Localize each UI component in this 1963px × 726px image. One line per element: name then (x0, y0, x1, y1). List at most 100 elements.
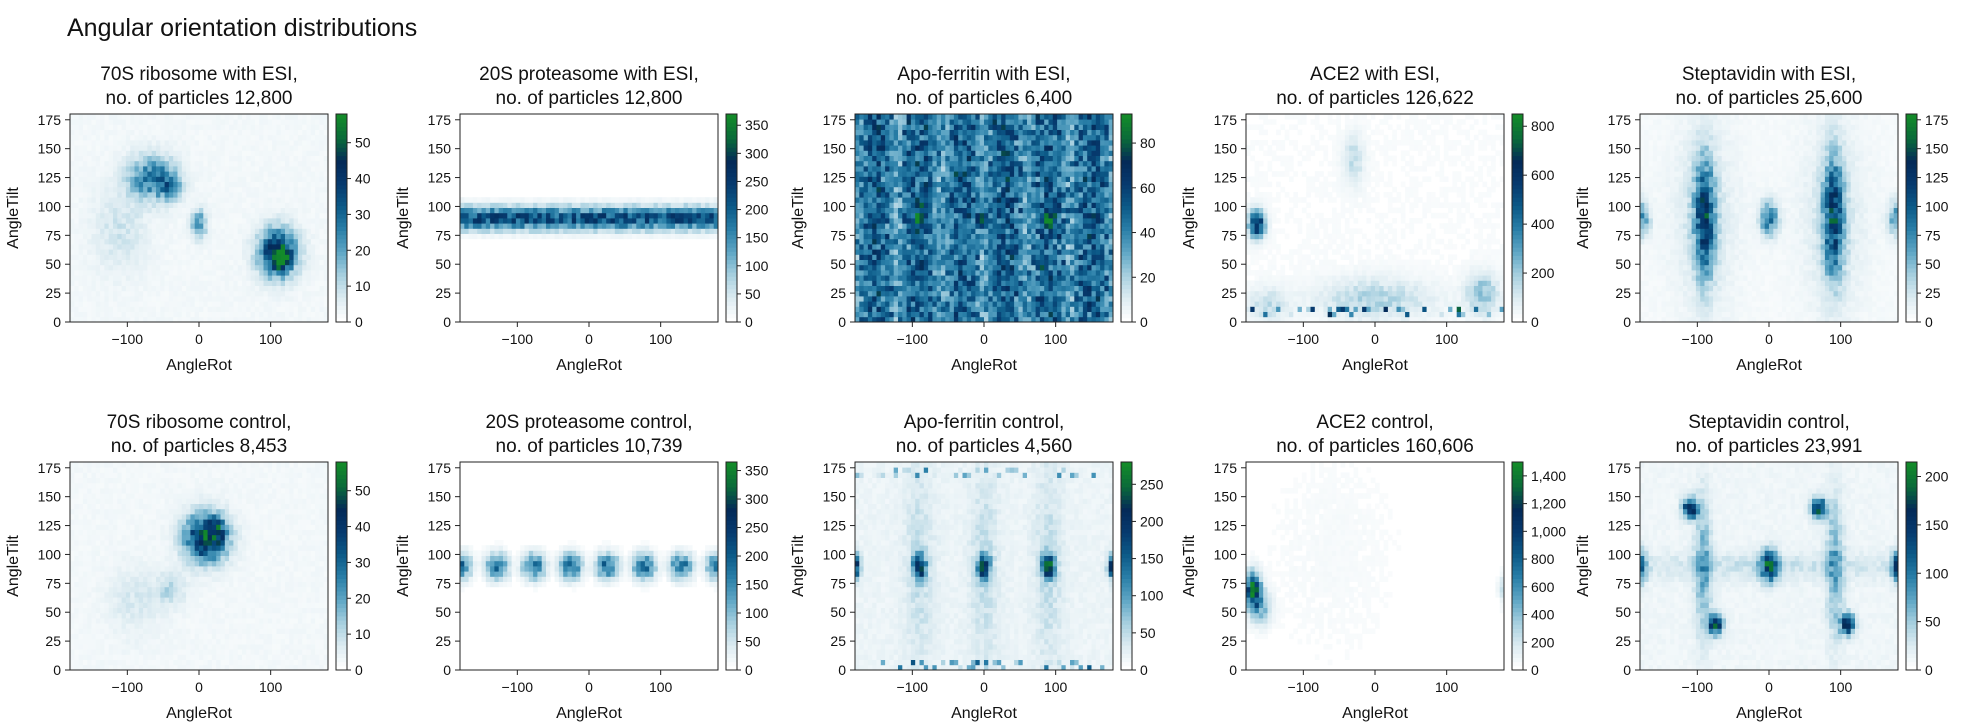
heatmap-cell (636, 223, 641, 229)
heatmap-cell (984, 311, 989, 318)
heatmap-cell (211, 296, 217, 302)
heatmap-cell (1022, 160, 1028, 167)
heatmap-cell (237, 254, 243, 260)
heatmap-cell (246, 212, 251, 219)
heatmap-cell (186, 155, 191, 162)
heatmap-cell (945, 275, 950, 281)
heatmap-cell (889, 114, 895, 120)
heatmap-cell (1018, 311, 1024, 318)
heatmap-cell (100, 285, 105, 292)
heatmap-cell (966, 233, 972, 240)
heatmap-cell (1057, 316, 1062, 323)
heatmap-cell (923, 192, 929, 198)
heatmap-cell (975, 166, 981, 172)
heatmap-cell (113, 306, 118, 312)
heatmap-cell (190, 244, 196, 250)
heatmap-cell (259, 207, 264, 214)
heatmap-cell (310, 166, 316, 172)
heatmap-cell (567, 223, 573, 229)
heatmap-cell (233, 124, 239, 130)
heatmap-cell (979, 233, 985, 240)
heatmap-cell (263, 285, 269, 292)
heatmap-cell (259, 259, 264, 266)
heatmap-cell (87, 228, 92, 234)
heatmap-cell (863, 166, 869, 172)
heatmap-cell (923, 285, 929, 292)
heatmap-cell (78, 218, 84, 224)
heatmap-cell (233, 296, 239, 302)
heatmap-cell (272, 280, 277, 286)
heatmap-cell (315, 264, 320, 271)
heatmap-cell (1027, 233, 1032, 240)
heatmap-cell (1022, 218, 1028, 224)
heatmap-cell (138, 192, 144, 198)
heatmap-cell (285, 223, 290, 229)
heatmap-cell (78, 280, 84, 286)
heatmap-cell (310, 316, 316, 323)
heatmap-cell (1014, 290, 1019, 297)
heatmap-cell (216, 197, 221, 203)
heatmap-cell (138, 275, 144, 281)
heatmap-cell (95, 311, 101, 318)
heatmap-cell (1052, 140, 1058, 146)
heatmap-cell (151, 140, 157, 146)
heatmap-cell (1044, 176, 1049, 182)
heatmap-cell (477, 212, 482, 219)
heatmap-cell (1009, 140, 1015, 146)
heatmap-cell (173, 171, 178, 177)
heatmap-cell (468, 233, 474, 240)
heatmap-cell (121, 155, 127, 162)
heatmap-cell (941, 212, 946, 219)
heatmap-cell (640, 212, 646, 219)
heatmap-cell (893, 275, 899, 281)
heatmap-cell (975, 155, 981, 162)
heatmap-cell (966, 181, 972, 188)
heatmap-cell (156, 233, 161, 240)
heatmap-cell (306, 296, 312, 302)
heatmap-cell (319, 244, 325, 250)
heatmap-cell (250, 249, 256, 255)
heatmap-cell (164, 254, 170, 260)
heatmap-cell (91, 290, 97, 297)
heatmap-cell (323, 270, 329, 276)
heatmap-cell (237, 140, 243, 146)
heatmap-cell (259, 275, 264, 281)
heatmap-cell (168, 244, 174, 250)
heatmap-cell (233, 140, 239, 146)
heatmap-cell (679, 202, 684, 208)
heatmap-cell (194, 114, 200, 120)
heatmap-cell (992, 155, 998, 162)
heatmap-cell (242, 218, 247, 224)
heatmap-cell (979, 207, 985, 214)
colorbar-segment (726, 184, 737, 190)
heatmap-cell (1035, 311, 1041, 318)
heatmap-cell (1052, 160, 1058, 167)
heatmap-cell (194, 233, 200, 240)
heatmap-cell (1048, 155, 1054, 162)
heatmap-cell (87, 254, 92, 260)
heatmap-cell (653, 207, 659, 214)
heatmap-cell (906, 264, 912, 271)
heatmap-cell (164, 238, 170, 245)
heatmap-cell (237, 171, 243, 177)
heatmap-cell (220, 249, 226, 255)
heatmap-cell (302, 233, 307, 240)
heatmap-cell (121, 238, 127, 245)
heatmap-cell (134, 306, 140, 312)
heatmap-cell (941, 244, 946, 250)
heatmap-cell (280, 181, 286, 188)
heatmap-cell (190, 129, 196, 136)
heatmap-cell (272, 223, 277, 229)
heatmap-cell (121, 114, 127, 120)
heatmap-cell (82, 129, 88, 136)
heatmap-cell (880, 316, 886, 323)
heatmap-cell (117, 171, 122, 177)
heatmap-cell (70, 218, 75, 224)
heatmap-cell (975, 301, 981, 307)
heatmap-cell (472, 202, 478, 208)
heatmap-cell (984, 207, 989, 214)
heatmap-cell (936, 306, 942, 312)
heatmap-cell (267, 176, 273, 182)
heatmap-cell (280, 233, 286, 240)
heatmap-cell (267, 160, 273, 167)
